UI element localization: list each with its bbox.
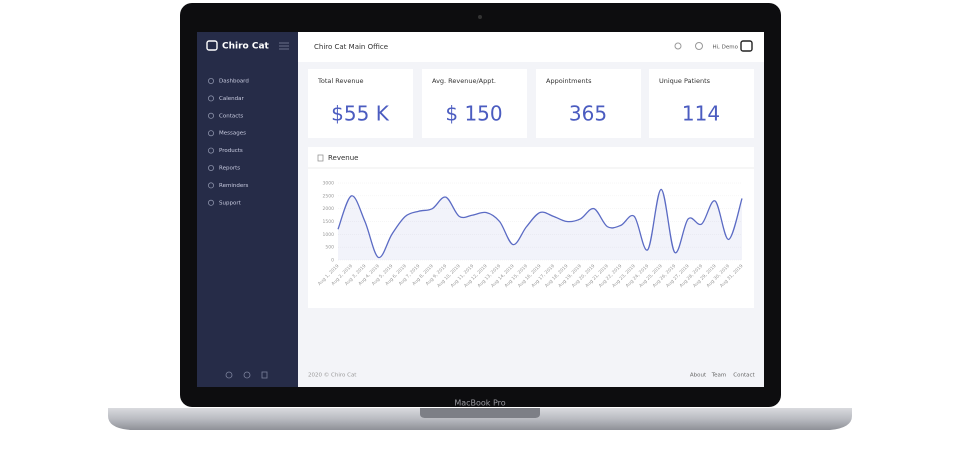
- y-tick-label: 1000: [323, 232, 335, 238]
- settings-button[interactable]: [695, 42, 703, 50]
- stat-label: Appointments: [546, 77, 592, 85]
- stats: Total Revenue $55 K Avg. Revenue/Appt. $ 15…: [308, 69, 754, 138]
- menu-icon: [207, 147, 214, 154]
- menu-icon: [207, 164, 214, 171]
- y-tick-label: 1500: [323, 219, 335, 225]
- chart-title: Revenue: [328, 154, 359, 162]
- brand: Chiro Cat: [222, 42, 270, 52]
- y-tick-label: 3000: [323, 181, 335, 187]
- menu-item[interactable]: Support: [219, 200, 242, 206]
- menu-icon: [207, 112, 214, 119]
- stat-label: Unique Patients: [659, 77, 711, 85]
- menu-icon: [207, 95, 214, 102]
- y-tick-label: 0: [331, 258, 334, 264]
- menu-item[interactable]: Calendar: [219, 96, 244, 102]
- sidebar-footer-icons: [225, 371, 268, 379]
- y-tick-label: 2500: [323, 193, 335, 199]
- stat-card: [308, 69, 413, 138]
- profile-icon[interactable]: [225, 371, 233, 379]
- footer-links: About Team Contact: [690, 373, 756, 379]
- menu-item[interactable]: Contacts: [219, 113, 243, 119]
- footer-link[interactable]: Contact: [733, 373, 755, 379]
- area: [338, 189, 742, 260]
- menu-item[interactable]: Reports: [219, 166, 240, 172]
- settings-icon[interactable]: [243, 371, 251, 379]
- laptop-base: [108, 408, 852, 430]
- menu-icon: [207, 199, 214, 206]
- menu-item[interactable]: Dashboard: [219, 79, 249, 85]
- footer-link[interactable]: About: [690, 373, 707, 379]
- camera: [478, 15, 482, 19]
- logout-icon[interactable]: [261, 371, 268, 379]
- search-icon[interactable]: [674, 42, 682, 50]
- greeting: Hi, Demo: [712, 45, 738, 51]
- menu-icon: [207, 182, 214, 189]
- stat-label: Avg. Revenue/Appt.: [432, 77, 496, 85]
- chart-card: [308, 147, 754, 308]
- menu-item[interactable]: Products: [219, 148, 243, 154]
- device-label: MacBook Pro: [454, 399, 505, 408]
- sidebar: [197, 32, 298, 387]
- stat-value: 365: [569, 102, 607, 126]
- menu-icon: [207, 130, 214, 137]
- footer-link[interactable]: Team: [711, 373, 727, 379]
- line: [337, 188, 743, 259]
- chart-icon: [317, 154, 324, 162]
- stat-card: [422, 69, 527, 138]
- stat-value: $ 150: [445, 102, 502, 126]
- brand-logo: [206, 40, 218, 51]
- top-bar: [298, 32, 764, 62]
- copyright: 2020 © Chiro Cat: [308, 372, 357, 379]
- menu-icon: [207, 78, 214, 85]
- stat-value: $55 K: [331, 102, 390, 126]
- stat-label: Total Revenue: [317, 77, 364, 85]
- stat-value: 114: [682, 102, 720, 126]
- menu-toggle[interactable]: [279, 42, 289, 50]
- notch: [420, 408, 540, 418]
- menu-item[interactable]: Reminders: [219, 183, 248, 189]
- office-name: Chiro Cat Main Office: [314, 43, 388, 51]
- menu: Dashboard Calendar Contacts Messages Product…: [207, 78, 249, 206]
- y-tick-label: 500: [325, 245, 334, 251]
- stat-card: [536, 69, 641, 138]
- menu-item[interactable]: Messages: [219, 131, 246, 137]
- avatar[interactable]: [740, 40, 753, 52]
- stat-card: [649, 69, 754, 138]
- y-tick-label: 2000: [323, 206, 335, 212]
